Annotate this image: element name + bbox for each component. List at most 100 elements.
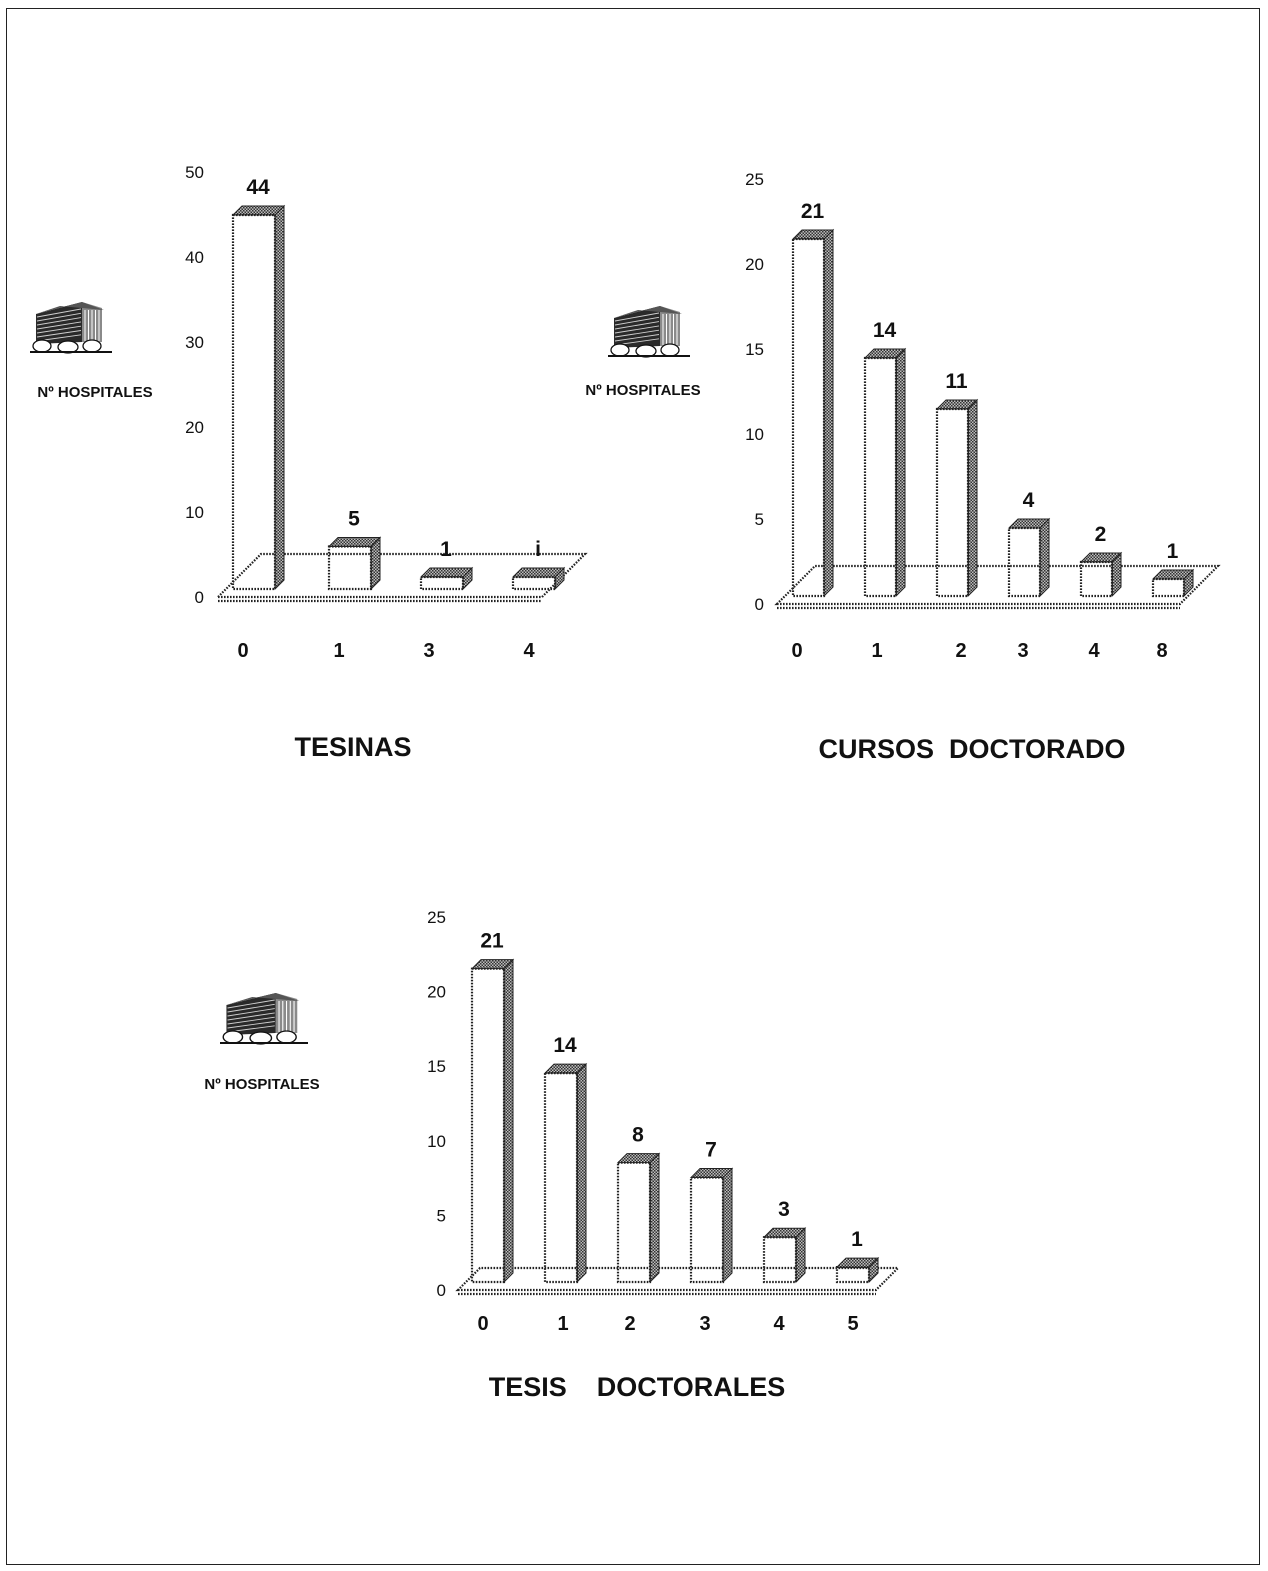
window-row <box>614 325 660 334</box>
bar-top <box>419 567 474 578</box>
window-row <box>227 1003 275 1013</box>
chart-title: TESIS DOCTORALES <box>489 1372 786 1402</box>
bar-side <box>649 1152 660 1284</box>
window-row <box>614 316 660 326</box>
window-row <box>36 312 82 322</box>
bar-1 <box>543 1062 588 1284</box>
x-tick-label: 2 <box>624 1313 635 1335</box>
y-axis-label: Nº HOSPITALES <box>37 384 152 401</box>
window-row <box>227 1008 275 1017</box>
bar-front <box>791 237 826 598</box>
building-roof <box>226 993 300 1005</box>
bar-top <box>327 537 382 547</box>
bar-front <box>543 1072 579 1284</box>
bar-side <box>967 398 978 598</box>
x-tick-label: 4 <box>1088 640 1100 662</box>
bar-front <box>835 1265 871 1284</box>
data-label: 7 <box>705 1139 717 1162</box>
bar-front <box>231 213 277 591</box>
bar-5 <box>835 1256 880 1284</box>
bar-top <box>1079 552 1123 563</box>
x-tick-label: 1 <box>871 640 882 662</box>
bar-front <box>1007 526 1042 598</box>
window-row <box>36 317 82 326</box>
y-tick-label: 0 <box>195 588 204 607</box>
x-tick-label: 2 <box>955 640 966 662</box>
y-tick-label: 20 <box>185 418 204 437</box>
bar-0 <box>470 958 515 1284</box>
y-tick-label: 15 <box>427 1057 446 1076</box>
x-tick-label: 1 <box>333 640 344 662</box>
bar-2 <box>935 398 979 598</box>
chart-floor <box>774 564 1221 606</box>
bar-side <box>1039 517 1050 598</box>
y-tick-label: 5 <box>755 510 764 529</box>
y-tick-label: 10 <box>185 503 204 522</box>
y-tick-label: 25 <box>427 908 446 927</box>
window-row <box>36 325 82 334</box>
bush <box>276 1030 297 1044</box>
y-tick-label: 50 <box>185 163 204 182</box>
bar-front <box>762 1236 798 1284</box>
y-tick-label: 20 <box>745 255 764 274</box>
data-label: 21 <box>480 930 504 953</box>
bar-top <box>935 399 979 410</box>
data-label: 1 <box>1167 540 1179 563</box>
chart-1: Nº HOSPITALES 0 10 20 30 40 50 44 5 1 i 0 1 3 4 TESINAS <box>30 163 588 762</box>
data-label: 11 <box>945 370 968 393</box>
bar-front <box>327 545 373 591</box>
data-label: 3 <box>778 1198 790 1221</box>
window-row <box>614 334 660 342</box>
bar-4 <box>511 566 566 591</box>
hospital-icon <box>30 302 112 354</box>
window-row <box>36 308 82 318</box>
bar-front <box>689 1176 725 1284</box>
y-tick-label: 40 <box>185 248 204 267</box>
x-tick-label: 0 <box>237 640 248 662</box>
bush <box>610 343 630 357</box>
window-row <box>227 1012 275 1021</box>
hospital-icon <box>220 993 309 1045</box>
data-label: 14 <box>873 319 897 342</box>
y-tick-label: 20 <box>427 983 446 1002</box>
x-tick-label: 4 <box>773 1313 785 1335</box>
x-tick-label: 8 <box>1156 640 1167 662</box>
x-tick-label: 3 <box>1017 640 1028 662</box>
bar-front <box>419 575 465 591</box>
bar-top <box>1151 569 1195 580</box>
bar-side <box>895 347 906 598</box>
data-label: 4 <box>1023 489 1035 512</box>
x-tick-label: 4 <box>523 640 535 662</box>
bar-top <box>1007 518 1051 529</box>
data-label: 44 <box>246 176 270 199</box>
building-facade <box>614 306 660 348</box>
building-facade <box>226 993 276 1035</box>
chart-floor <box>455 1266 901 1292</box>
window-row <box>36 321 82 330</box>
bar-3 <box>419 566 474 591</box>
bar-3 <box>689 1167 734 1284</box>
page-border <box>6 8 1260 1565</box>
bar-side <box>576 1062 587 1284</box>
data-label: 1 <box>440 538 452 561</box>
x-tick-label: 5 <box>847 1313 858 1335</box>
bar-side <box>274 204 285 591</box>
bar-front <box>511 575 557 591</box>
y-tick-label: 30 <box>185 333 204 352</box>
data-label: 2 <box>1095 523 1107 546</box>
building-roof <box>36 302 104 314</box>
bar-1 <box>327 536 382 591</box>
x-tick-label: 1 <box>557 1313 568 1335</box>
bar-front <box>863 356 898 598</box>
x-tick-label: 3 <box>423 640 434 662</box>
bar-0 <box>791 228 835 598</box>
building-facade <box>36 302 82 344</box>
y-tick-label: 10 <box>427 1132 446 1151</box>
bar-front <box>1079 560 1114 598</box>
x-tick-label: 3 <box>699 1313 710 1335</box>
bar-1 <box>863 347 907 598</box>
bar-front <box>1151 577 1186 598</box>
